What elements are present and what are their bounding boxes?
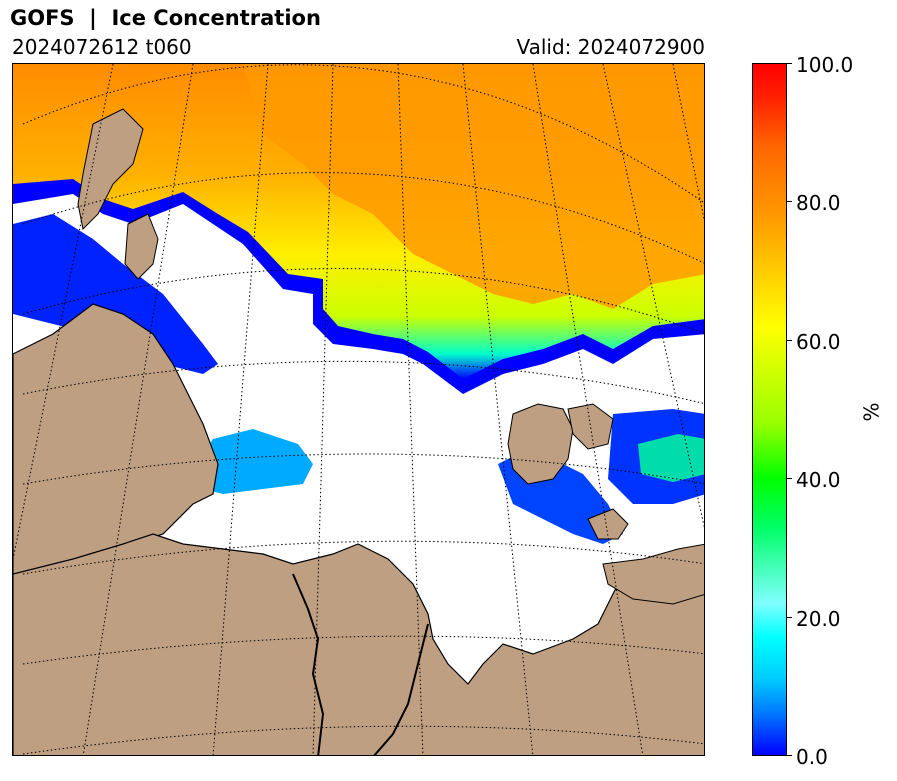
- ice-patch-east-inner: [638, 434, 704, 482]
- colorbar-label: 40.0: [796, 468, 841, 492]
- land-island-south: [124, 213, 159, 280]
- colorbar-label: 100.0: [796, 53, 854, 77]
- longitude-lines: [13, 64, 704, 755]
- colorbar-unit-label: %: [859, 402, 884, 422]
- colorbar-label: 0.0: [796, 745, 828, 769]
- colorbar-label: 20.0: [796, 607, 841, 631]
- river-yenisei: [373, 623, 429, 755]
- colorbar-label: 80.0: [796, 191, 841, 215]
- colorbar-tick: [787, 617, 792, 618]
- land-island-east-2: [567, 403, 614, 450]
- map-canvas: [13, 64, 704, 755]
- valid-time-label: Valid: 2024072900: [516, 35, 705, 59]
- run-label: 2024072612 t060: [12, 35, 192, 59]
- land-island-east-1: [507, 403, 574, 485]
- colorbar-tick: [787, 63, 792, 64]
- land-island-north: [77, 108, 144, 231]
- colorbar-tick: [787, 755, 792, 756]
- colorbar-label: 60.0: [796, 330, 841, 354]
- colorbar-tick: [787, 478, 792, 479]
- ice-concentration-map[interactable]: [12, 63, 705, 756]
- land-east-coast: [602, 543, 704, 605]
- colorbar-tick: [787, 340, 792, 341]
- land-island-east-3: [587, 508, 629, 540]
- ice-patch-west: [13, 214, 218, 374]
- colorbar: [752, 63, 787, 756]
- colorbar-tick: [787, 201, 792, 202]
- latitude-lines: [22, 64, 704, 755]
- map-title: GOFS | Ice Concentration: [10, 6, 321, 30]
